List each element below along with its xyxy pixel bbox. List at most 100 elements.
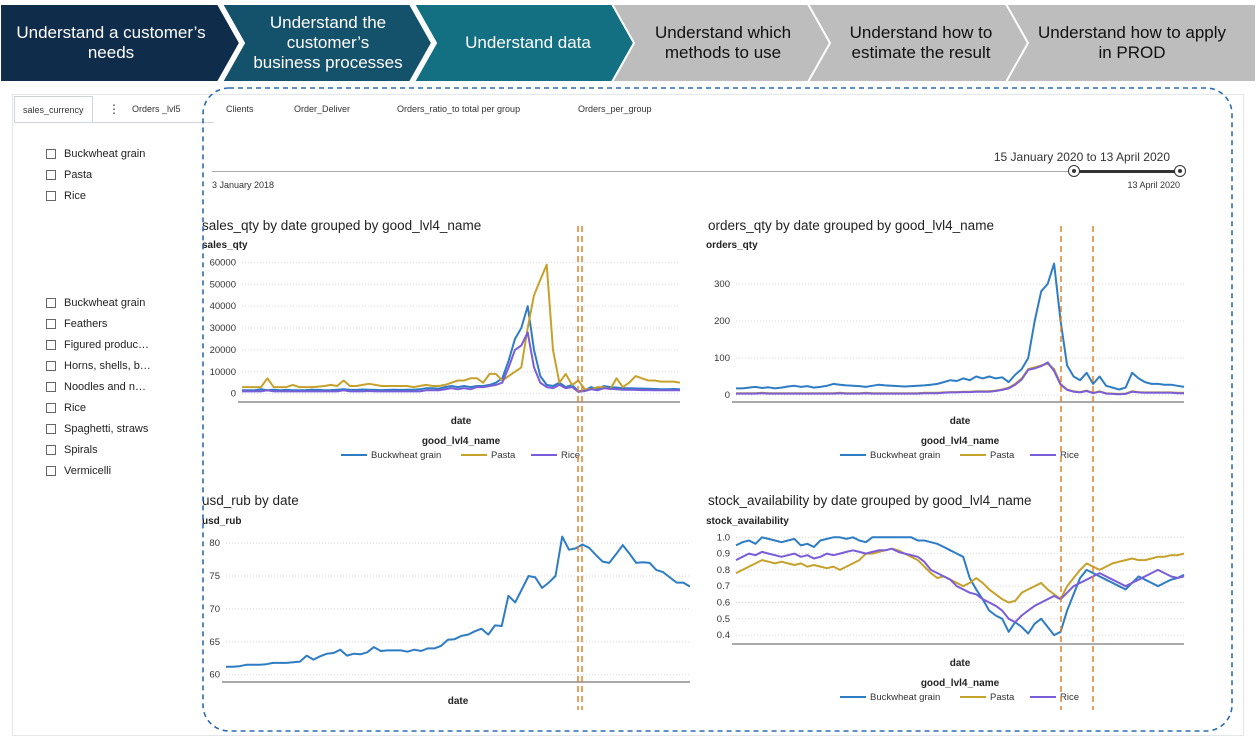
- legend-label: Pasta: [990, 692, 1015, 703]
- filter-item[interactable]: Buckwheat grain: [46, 292, 151, 313]
- filter-item[interactable]: Feathers: [46, 313, 151, 334]
- tab-order-deliver[interactable]: Order_Deliver: [294, 104, 351, 114]
- y-axis-label: orders_qty: [706, 240, 758, 251]
- y-tick-label: 40000: [210, 301, 236, 312]
- filter-list-top: Buckwheat grain Pasta Rice: [46, 143, 145, 206]
- report-tabs: sales_currency ⋮ Orders _lvl5 Clients Or…: [14, 96, 1242, 122]
- process-step-label: Understand how to estimate the result: [849, 23, 993, 62]
- y-tick-label: 60000: [210, 257, 236, 268]
- process-step-label: Understand a customer’s needs: [16, 23, 206, 62]
- filter-item[interactable]: Rice: [46, 397, 151, 418]
- y-tick-label: 65: [209, 637, 220, 648]
- chart-usd-rub: usd_rub 60 65 70 75 80 date: [202, 516, 690, 707]
- y-axis-label: usd_rub: [202, 516, 241, 527]
- y-tick-label: 0.8: [717, 565, 730, 576]
- filter-label: Figured produc…: [64, 338, 149, 351]
- legend-label: Pasta: [491, 450, 516, 461]
- filter-item[interactable]: Pasta: [46, 164, 145, 185]
- checkbox[interactable]: [46, 169, 56, 180]
- checkbox[interactable]: [46, 465, 56, 476]
- filter-item[interactable]: Noodles and n…: [46, 376, 151, 397]
- filter-label: Rice: [64, 401, 87, 414]
- y-tick-label: 0: [725, 390, 730, 401]
- filter-item[interactable]: Figured produc…: [46, 334, 151, 355]
- legend-label: Buckwheat grain: [870, 692, 940, 703]
- x-axis-label: date: [950, 658, 971, 669]
- checkbox[interactable]: [46, 423, 56, 434]
- chevron-step-2: [220, 3, 434, 83]
- y-tick-label: 75: [209, 571, 220, 582]
- y-tick-label: 70: [209, 604, 220, 615]
- series-line: [226, 535, 690, 668]
- slider-start-label: 3 January 2018: [212, 180, 275, 190]
- x-axis-label: date: [950, 416, 971, 427]
- y-tick-label: 1.0: [717, 532, 730, 543]
- tab-clients[interactable]: Clients: [226, 104, 254, 114]
- checkbox[interactable]: [46, 381, 56, 392]
- checkbox[interactable]: [46, 148, 56, 159]
- series-line: [736, 262, 1185, 391]
- checkbox[interactable]: [46, 360, 56, 371]
- filter-label: Rice: [64, 189, 87, 202]
- filter-label: Buckwheat grain: [64, 147, 146, 160]
- slider-start-handle[interactable]: [1067, 165, 1080, 177]
- legend-label: Pasta: [990, 450, 1015, 461]
- filter-item[interactable]: Buckwheat grain: [46, 143, 145, 164]
- y-tick-label: 200: [714, 316, 730, 327]
- legend-label: Rice: [1060, 692, 1079, 703]
- y-tick-label: 0.4: [717, 630, 730, 641]
- filter-item[interactable]: Rice: [46, 185, 145, 206]
- filter-list-bottom: Buckwheat grain Feathers Figured produc……: [46, 292, 151, 481]
- checkbox[interactable]: [46, 339, 56, 350]
- filter-item[interactable]: Vermicelli: [46, 460, 151, 481]
- checkbox[interactable]: [46, 190, 56, 201]
- slider-track[interactable]: [212, 171, 1180, 172]
- chevron-step-1: [0, 3, 242, 83]
- y-tick-label: 60: [209, 670, 220, 681]
- series-line: [735, 536, 1185, 637]
- chart-title-stock: stock_availability by date grouped by go…: [708, 493, 1032, 508]
- process-chevrons: [0, 3, 1256, 83]
- filter-item[interactable]: Spirals: [46, 439, 151, 460]
- y-tick-label: 0.5: [717, 614, 730, 625]
- chart-title-sales: sales_qty by date grouped by good_lvl4_n…: [202, 218, 482, 233]
- legend-label: Buckwheat grain: [870, 450, 940, 461]
- y-tick-label: 20000: [210, 345, 236, 356]
- process-step-label: Understand the customer’s business proce…: [253, 13, 403, 72]
- legend-label: Rice: [561, 450, 580, 461]
- tab-orders-per-group[interactable]: Orders_per_group: [578, 104, 652, 114]
- filter-label: Spaghetti, straws: [64, 422, 149, 435]
- y-tick-label: 0.6: [717, 597, 730, 608]
- slider-end-handle[interactable]: [1174, 165, 1186, 177]
- slider-selection[interactable]: [1073, 170, 1180, 173]
- checkbox[interactable]: [46, 318, 56, 329]
- y-tick-label: 0: [231, 389, 236, 400]
- slider-range-label: 15 January 2020 to 13 April 2020: [993, 150, 1170, 164]
- filter-label: Vermicelli: [64, 464, 112, 477]
- chart-title-usd: usd_rub by date: [202, 493, 299, 508]
- tab-menu-icon[interactable]: ⋮: [108, 102, 120, 116]
- y-tick-label: 300: [714, 279, 730, 290]
- y-tick-label: 50000: [210, 279, 236, 290]
- process-step-label: Understand data: [465, 33, 591, 52]
- checkbox[interactable]: [46, 444, 56, 455]
- series-line: [242, 263, 681, 391]
- filter-item[interactable]: Spaghetti, straws: [46, 418, 151, 439]
- filter-label: Horns, shells, b…: [64, 359, 151, 372]
- filter-item[interactable]: Horns, shells, b…: [46, 355, 151, 376]
- filter-label: Noodles and n…: [64, 380, 146, 393]
- tab-divider: [14, 122, 214, 123]
- tab-orders-lvl5[interactable]: Orders _lvl5: [132, 104, 181, 114]
- tab-orders-ratio[interactable]: Orders_ratio_to total per group: [397, 104, 521, 114]
- tab-sales-currency[interactable]: sales_currency: [14, 96, 93, 122]
- legend-title: good_lvl4_name: [921, 678, 1000, 689]
- series-line: [242, 305, 681, 393]
- checkbox[interactable]: [46, 297, 56, 308]
- chart-orders-qty: orders_qty 0 100 200 300 date good_lvl4_name Bu…: [706, 240, 1185, 461]
- legend-title: good_lvl4_name: [422, 436, 501, 447]
- y-tick-label: 0.7: [717, 581, 730, 592]
- checkbox[interactable]: [46, 402, 56, 413]
- process-step-label: Understand which methods to use: [654, 23, 792, 62]
- date-range-slider: 15 January 2020 to 13 April 2020 3 Janua…: [212, 150, 1192, 195]
- filter-label: Buckwheat grain: [64, 296, 146, 309]
